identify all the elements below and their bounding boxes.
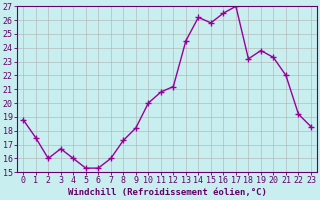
X-axis label: Windchill (Refroidissement éolien,°C): Windchill (Refroidissement éolien,°C): [68, 188, 267, 197]
